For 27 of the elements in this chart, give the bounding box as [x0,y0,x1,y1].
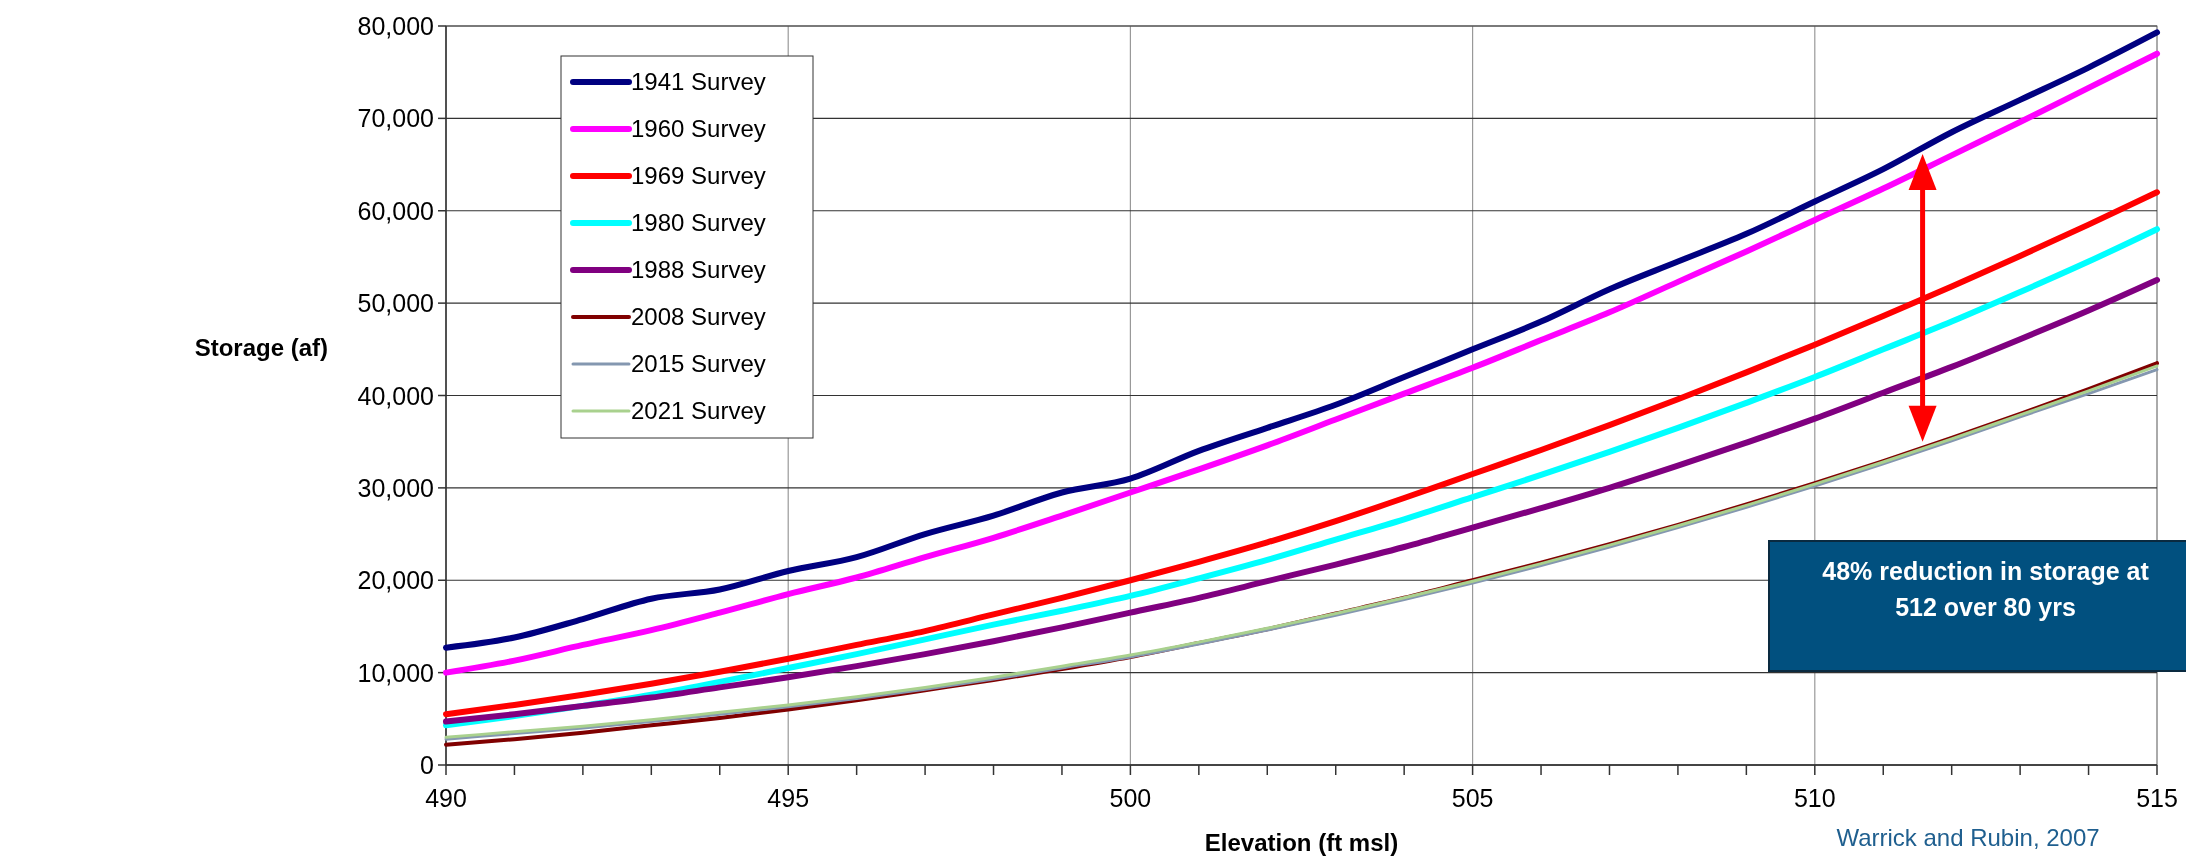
y-tick-label: 80,000 [357,12,434,40]
y-axis-title: Storage (af) [194,333,328,361]
y-tick-label: 70,000 [357,104,434,133]
x-tick-label: 505 [1451,784,1494,812]
x-tick-label: 510 [1793,784,1836,812]
legend-label: 2015 Survey [631,350,766,377]
legend-label: 1969 Survey [631,162,766,189]
text: Warrick and Rubin, 2007 [1836,824,2100,851]
legend-label: 1941 Survey [631,68,766,95]
annotation: 48% reduction in storage at 512 over 80 yrs [1821,556,2150,623]
x-axis-title: Elevation (ft msl) [1204,829,1399,856]
x-tick-label: 490 [425,784,467,812]
y-tick-label: 60,000 [357,196,434,225]
legend-label: 2021 Survey [631,397,766,424]
legend-label: 1980 Survey [631,209,766,236]
legend-label: 1960 Survey [631,115,766,142]
y-tick-label: 20,000 [357,566,434,595]
x-tick-label: 495 [767,784,810,812]
legend-label: 1988 Survey [631,256,766,283]
x-tick-label: 515 [2136,784,2178,812]
y-tick-label: 50,000 [357,289,434,318]
y-tick-label: 30,000 [357,473,434,502]
y-tick-label: 10,000 [357,658,434,687]
legend-label: 2008 Survey [631,303,766,330]
y-tick-label: 0 [420,751,434,779]
x-tick-label: 500 [1109,784,1152,812]
y-tick-label: 40,000 [357,381,434,410]
